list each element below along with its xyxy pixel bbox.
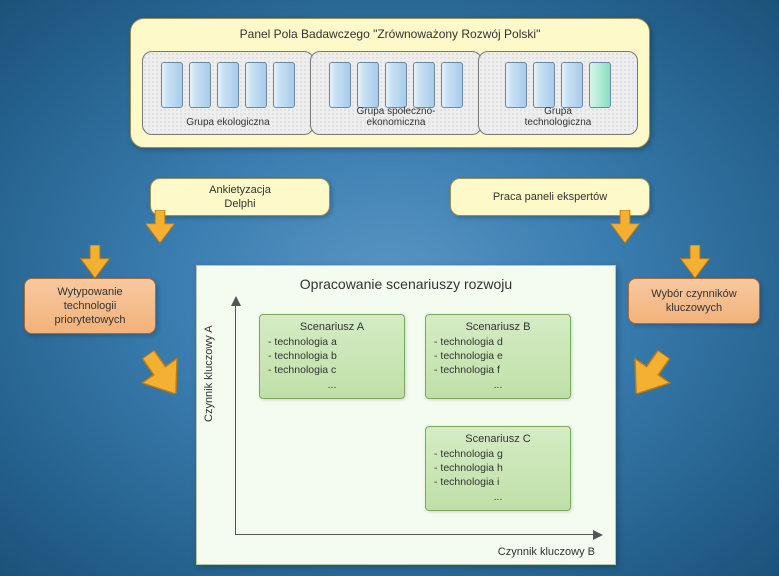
- scenario-item: - technologia i: [434, 475, 562, 489]
- flow-arrow: [145, 210, 175, 243]
- label-priority-tech: Wytypowanietechnologiipriorytetowych: [24, 278, 156, 334]
- flow-arrow: [618, 342, 682, 407]
- scenario-box: Scenariusz A- technologia a- technologia…: [259, 314, 405, 399]
- scenario-box: Scenariusz C- technologia g- technologia…: [425, 426, 571, 511]
- scenario-title: Scenariusz B: [434, 321, 562, 333]
- member-card: [161, 62, 183, 108]
- scenario-title: Scenariusz C: [434, 433, 562, 445]
- group-label: Grupa ekologiczna: [143, 117, 313, 128]
- y-axis-label: Czynnik kluczowy A: [203, 325, 215, 422]
- member-card: [385, 62, 407, 108]
- scenario-item: - technologia f: [434, 363, 562, 377]
- member-card: [413, 62, 435, 108]
- group-0: Grupa ekologiczna: [142, 51, 314, 135]
- group-2: Grupatechnologiczna: [478, 51, 638, 135]
- research-panel: Panel Pola Badawczego "Zrównoważony Rozw…: [130, 18, 650, 148]
- panel-title: Panel Pola Badawczego "Zrównoważony Rozw…: [131, 19, 649, 41]
- x-axis: [235, 534, 595, 535]
- scenario-item: - technologia d: [434, 335, 562, 349]
- x-axis-arrowhead: [593, 530, 603, 540]
- member-card: [561, 62, 583, 108]
- y-axis: [235, 304, 236, 534]
- chart-title: Opracowanie scenariuszy rozwoju: [197, 266, 615, 296]
- member-card: [245, 62, 267, 108]
- scenario-chart: Opracowanie scenariuszy rozwoju Czynnik …: [196, 265, 616, 565]
- scenario-box: Scenariusz B- technologia d- technologia…: [425, 314, 571, 399]
- scenario-item: - technologia b: [268, 349, 396, 363]
- groups-container: Grupa ekologicznaGrupa społeczno-ekonomi…: [131, 51, 649, 135]
- scenario-item: - technologia a: [268, 335, 396, 349]
- member-card: [589, 62, 611, 108]
- member-card: [273, 62, 295, 108]
- scenario-item: - technologia h: [434, 461, 562, 475]
- member-card: [441, 62, 463, 108]
- y-axis-arrowhead: [231, 296, 241, 306]
- scenario-item: - technologia c: [268, 363, 396, 377]
- x-axis-label: Czynnik kluczowy B: [498, 546, 595, 558]
- label-key-factors: Wybór czynnikówkluczowych: [628, 278, 760, 324]
- member-card: [533, 62, 555, 108]
- group-label: Grupa społeczno-ekonomiczna: [311, 106, 481, 128]
- member-card: [189, 62, 211, 108]
- member-card: [505, 62, 527, 108]
- scenario-title: Scenariusz A: [268, 321, 396, 333]
- member-card: [329, 62, 351, 108]
- flow-arrow: [680, 245, 710, 278]
- member-card: [357, 62, 379, 108]
- scenario-item: - technologia e: [434, 349, 562, 363]
- member-card: [217, 62, 239, 108]
- group-1: Grupa społeczno-ekonomiczna: [310, 51, 482, 135]
- mid-box-delphi: AnkietyzacjaDelphi: [150, 178, 330, 216]
- scenario-item: - technologia g: [434, 447, 562, 461]
- flow-arrow: [130, 342, 194, 407]
- flow-arrow: [610, 210, 640, 243]
- group-label: Grupatechnologiczna: [479, 106, 637, 128]
- flow-arrow: [80, 245, 110, 278]
